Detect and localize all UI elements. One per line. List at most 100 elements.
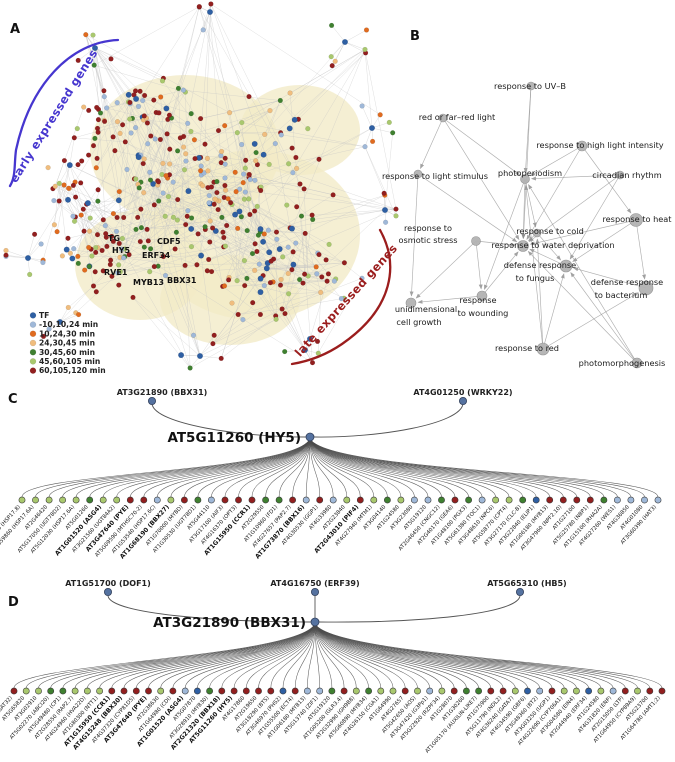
gene-node: [278, 132, 284, 138]
fan-edge: [75, 438, 311, 498]
gene-node: [253, 150, 259, 156]
network-edge: [119, 243, 191, 369]
gene-node: [210, 341, 216, 347]
gene-node: [56, 198, 62, 204]
fan-edge: [309, 438, 496, 498]
target-gene-node: [255, 687, 262, 695]
regulator-label-hb5: AT5G65310 (HB5): [487, 579, 566, 588]
target-gene-node: [86, 496, 94, 504]
go-term-node: [476, 290, 488, 302]
panel-d-fan: [13, 623, 663, 689]
gene-node: [242, 189, 248, 195]
fan-edge: [172, 623, 316, 689]
gene-node: [45, 165, 51, 171]
network-edge: [241, 122, 366, 147]
target-gene-node: [329, 496, 337, 504]
gene-node: [211, 332, 217, 338]
fan-edge: [314, 623, 345, 689]
target-gene-node: [352, 687, 360, 695]
gene-node: [86, 263, 92, 270]
early-genes-bracket: [8, 38, 120, 188]
gene-node: [294, 165, 300, 171]
go-term-node: [520, 174, 530, 184]
gene-node: [262, 131, 268, 137]
gene-node: [151, 202, 157, 208]
go-term-label: osmotic stress: [398, 235, 457, 245]
network-edge: [140, 181, 222, 218]
legend-label: 60,105,120 min: [39, 366, 106, 375]
legend-label: 45,60,105 min: [39, 357, 100, 366]
gene-node: [209, 269, 215, 275]
target-gene-node: [559, 496, 567, 504]
network-edge: [148, 169, 185, 242]
fan-edge: [309, 438, 483, 498]
network-edge: [284, 349, 306, 352]
fan-edge: [309, 438, 320, 498]
gene-node: [273, 316, 279, 322]
tf-node: [185, 188, 192, 195]
go-edge: [521, 85, 532, 239]
legend-swatch: [29, 358, 37, 365]
fan-edge: [148, 623, 316, 689]
gene-node: [319, 274, 325, 280]
gene-node: [309, 212, 315, 218]
tf-node: [212, 228, 219, 234]
gene-node: [102, 223, 108, 229]
gene-node: [241, 171, 247, 177]
network-edge: [237, 132, 246, 169]
fan-edge: [309, 438, 456, 498]
gene-node: [235, 225, 241, 231]
network-edge: [371, 122, 390, 129]
go-term-label: response to red: [495, 343, 559, 353]
gene-node: [133, 125, 139, 131]
gene-node: [130, 294, 136, 300]
target-gene-node: [32, 496, 39, 504]
gene-node: [183, 151, 189, 157]
gene-node: [138, 206, 144, 212]
gene-label: MYB13: [133, 278, 164, 287]
network-edge: [210, 3, 301, 185]
gene-node: [383, 219, 389, 225]
gene-node: [284, 202, 290, 208]
gene-node: [135, 214, 141, 220]
gene-node: [298, 213, 305, 219]
target-gene-node: [597, 687, 605, 695]
fan-edge: [111, 623, 316, 689]
go-edge: [475, 240, 516, 247]
go-term-label: response to water deprivation: [491, 240, 614, 250]
network-edge: [94, 47, 225, 286]
gene-node: [165, 194, 171, 200]
go-edge: [535, 238, 544, 350]
fan-edge: [89, 438, 311, 498]
gene-node: [81, 104, 87, 110]
tf-node: [198, 252, 205, 259]
network-edge: [165, 191, 246, 217]
tf-node: [257, 275, 264, 282]
gene-node: [258, 187, 264, 194]
fan-edge: [238, 438, 311, 498]
gene-node: [297, 181, 303, 187]
network-edge: [5, 254, 29, 259]
edge-hb5-bbx31: [318, 595, 521, 623]
gene-node: [40, 259, 46, 266]
gene-node: [94, 104, 100, 111]
fan-edge: [211, 438, 311, 498]
go-edge: [581, 145, 632, 214]
network-edge: [94, 47, 105, 121]
go-term-node: [559, 259, 573, 273]
network-edge: [102, 217, 174, 251]
gene-node: [280, 254, 286, 260]
fan-edge: [309, 438, 523, 498]
target-gene-node: [71, 687, 79, 695]
fan-edge: [87, 623, 316, 689]
network-edge: [54, 186, 85, 232]
gene-node: [223, 187, 229, 193]
gene-node: [65, 235, 71, 241]
network-edge: [209, 220, 224, 247]
gene-node: [147, 177, 154, 183]
network-edge: [59, 183, 117, 232]
gene-node: [381, 190, 387, 196]
fan-edge: [130, 438, 311, 498]
network-edge: [53, 200, 125, 257]
gene-node: [229, 300, 235, 306]
